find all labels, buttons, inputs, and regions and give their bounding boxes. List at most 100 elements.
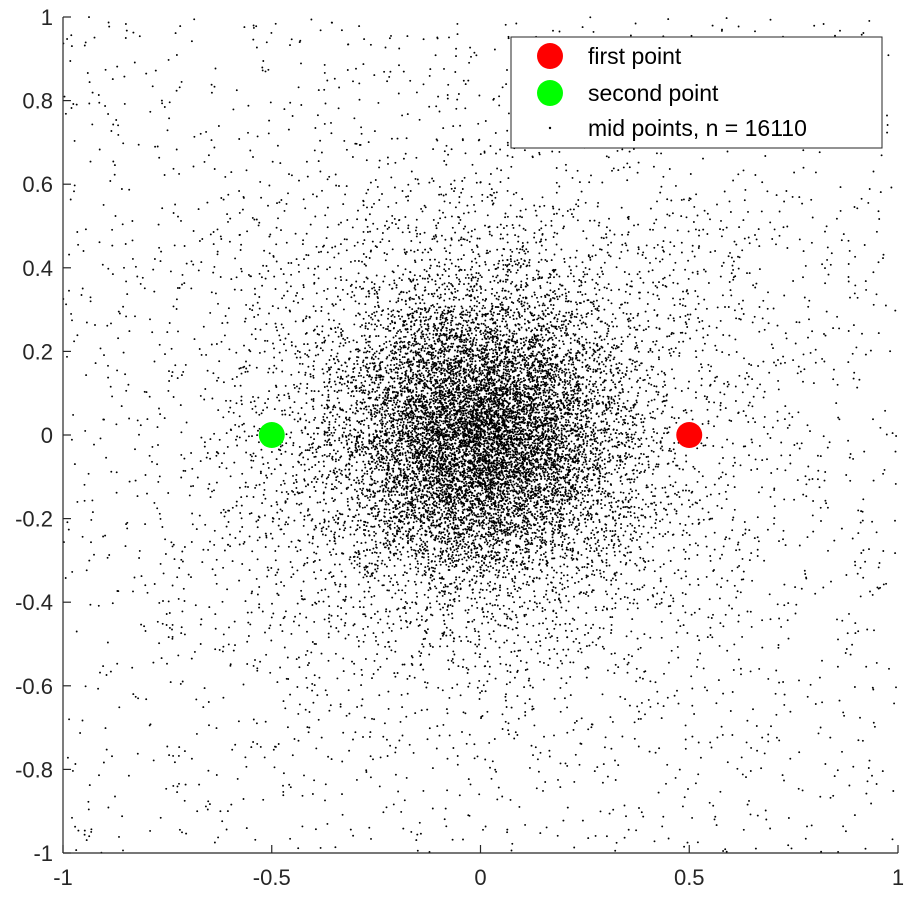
- mid-point: [586, 273, 589, 276]
- mid-point: [163, 417, 166, 420]
- mid-point: [571, 449, 574, 452]
- mid-point: [566, 574, 569, 577]
- mid-point: [821, 659, 823, 662]
- mid-point: [864, 847, 867, 850]
- mid-point: [597, 356, 600, 359]
- mid-point: [461, 563, 464, 566]
- mid-point: [126, 527, 129, 530]
- mid-point: [742, 410, 745, 413]
- mid-point: [334, 173, 337, 176]
- mid-point: [427, 558, 430, 561]
- mid-point: [441, 314, 444, 317]
- mid-point: [679, 298, 682, 301]
- mid-point: [752, 417, 755, 420]
- mid-point: [775, 364, 777, 367]
- mid-point: [408, 461, 411, 463]
- mid-point: [695, 329, 698, 332]
- mid-point: [451, 413, 453, 416]
- mid-point: [581, 383, 584, 386]
- mid-point: [397, 227, 400, 230]
- mid-point: [706, 689, 709, 692]
- mid-point: [416, 420, 418, 422]
- mid-point: [356, 403, 359, 406]
- mid-point: [654, 511, 657, 514]
- mid-point: [495, 346, 497, 349]
- mid-point: [611, 616, 614, 619]
- mid-point: [754, 286, 757, 289]
- mid-point: [655, 340, 658, 343]
- mid-point: [452, 336, 455, 339]
- mid-point: [305, 253, 308, 256]
- mid-point: [328, 433, 331, 436]
- mid-point: [632, 437, 635, 440]
- mid-point: [382, 348, 385, 350]
- mid-point: [419, 446, 422, 449]
- mid-point: [562, 450, 565, 453]
- mid-point: [216, 379, 218, 382]
- mid-point: [109, 670, 112, 673]
- mid-point: [579, 409, 582, 412]
- mid-point: [643, 633, 646, 636]
- mid-point: [498, 354, 501, 357]
- mid-point: [627, 653, 630, 656]
- mid-point: [468, 350, 471, 353]
- mid-point: [432, 148, 435, 151]
- mid-point: [507, 502, 510, 505]
- mid-point: [699, 652, 702, 655]
- mid-point: [700, 366, 703, 369]
- mid-point: [507, 453, 510, 456]
- mid-point: [445, 468, 448, 471]
- mid-point: [393, 564, 396, 567]
- mid-point: [618, 369, 621, 372]
- mid-point: [154, 145, 157, 148]
- mid-point: [373, 495, 376, 498]
- mid-point: [490, 234, 493, 237]
- mid-point: [601, 346, 604, 349]
- mid-point: [542, 302, 545, 305]
- mid-point: [399, 360, 402, 363]
- mid-point: [643, 568, 646, 571]
- mid-point: [669, 612, 672, 615]
- mid-point: [490, 444, 493, 447]
- mid-point: [420, 524, 423, 527]
- mid-point: [458, 426, 461, 429]
- mid-point: [570, 389, 573, 392]
- mid-point: [445, 350, 448, 353]
- mid-point: [662, 815, 665, 818]
- mid-point: [419, 358, 422, 361]
- mid-point: [523, 505, 526, 508]
- mid-point: [515, 317, 518, 320]
- mid-point: [546, 463, 549, 466]
- mid-point: [539, 660, 541, 663]
- mid-point: [252, 24, 255, 27]
- mid-point: [373, 718, 376, 721]
- mid-point: [849, 453, 852, 455]
- mid-point: [258, 307, 261, 310]
- mid-point: [761, 459, 764, 462]
- mid-point: [487, 565, 490, 568]
- mid-point: [509, 407, 512, 410]
- mid-point: [446, 438, 449, 441]
- mid-point: [605, 529, 608, 532]
- mid-point: [333, 390, 336, 392]
- mid-point: [824, 763, 827, 765]
- mid-point: [705, 575, 708, 578]
- mid-point: [516, 411, 519, 414]
- mid-point: [608, 514, 610, 517]
- mid-point: [532, 624, 535, 627]
- mid-point: [345, 612, 348, 615]
- mid-point: [450, 262, 453, 265]
- mid-point: [730, 272, 733, 275]
- mid-point: [451, 317, 453, 320]
- mid-point: [370, 442, 373, 445]
- mid-point: [410, 548, 413, 551]
- mid-point: [438, 110, 441, 113]
- mid-point: [478, 411, 481, 414]
- mid-point: [689, 337, 692, 340]
- mid-point: [420, 709, 423, 712]
- mid-point: [666, 432, 669, 435]
- mid-point: [480, 515, 483, 518]
- mid-point: [651, 472, 654, 475]
- mid-point: [551, 393, 554, 396]
- mid-point: [514, 357, 517, 360]
